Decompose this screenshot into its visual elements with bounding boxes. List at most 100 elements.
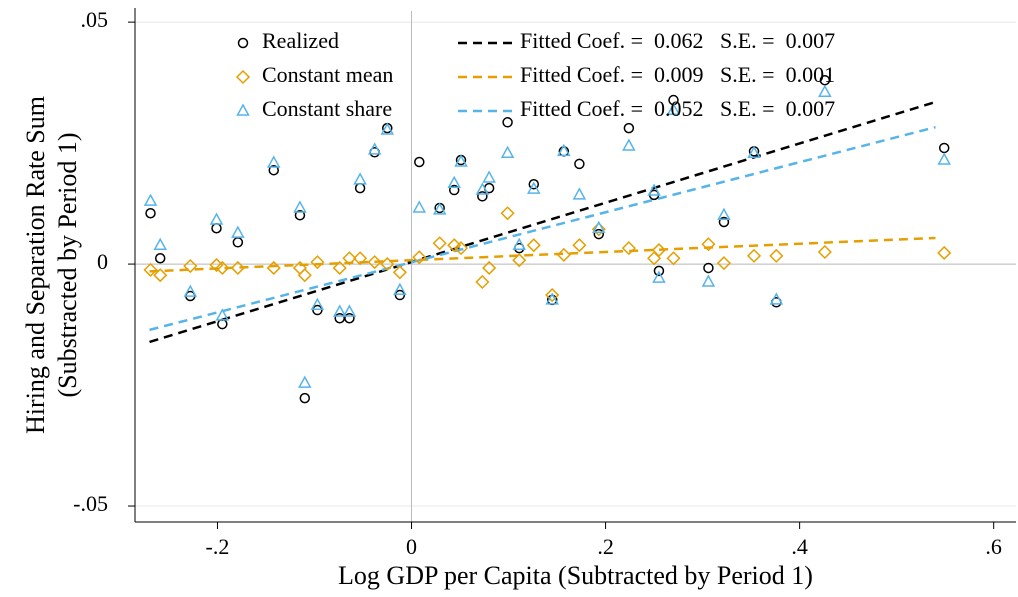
point	[414, 156, 425, 168]
point	[432, 236, 447, 251]
point	[394, 289, 406, 301]
point	[342, 251, 357, 266]
point	[557, 143, 571, 157]
point	[143, 193, 158, 206]
point	[500, 145, 515, 159]
point	[236, 103, 250, 116]
point	[447, 175, 461, 189]
point	[818, 84, 832, 98]
point	[653, 265, 665, 277]
point	[545, 287, 560, 303]
point	[475, 274, 490, 290]
point	[367, 142, 382, 155]
point	[448, 184, 460, 196]
point	[652, 270, 666, 283]
point	[297, 268, 312, 283]
point	[145, 208, 156, 219]
point	[334, 313, 345, 324]
point	[500, 206, 515, 221]
point	[183, 284, 198, 297]
x-tick-label: .2	[597, 534, 614, 559]
point	[211, 223, 222, 234]
point	[367, 255, 382, 270]
point	[153, 268, 168, 283]
point	[591, 222, 606, 237]
point	[447, 238, 462, 253]
point	[183, 258, 198, 274]
point	[353, 251, 368, 266]
legend-label: Fitted Coef. = 0.052 S.E. = 0.007	[520, 96, 835, 121]
point	[747, 145, 761, 159]
point	[354, 182, 366, 194]
point	[621, 241, 636, 256]
y-tick-label: .05	[81, 7, 109, 32]
point	[475, 182, 490, 195]
fit-line	[149, 100, 936, 344]
point	[623, 122, 635, 134]
x-tick-label: 0	[406, 534, 417, 559]
fit-line	[149, 125, 936, 332]
legend-label: Constant share	[262, 96, 392, 121]
point	[937, 152, 951, 165]
point	[666, 251, 681, 266]
point	[817, 244, 832, 260]
point	[332, 260, 347, 276]
point	[651, 242, 667, 258]
x-tick-label: .4	[791, 534, 808, 559]
point	[701, 237, 716, 252]
point	[266, 155, 281, 168]
point	[572, 238, 587, 253]
point	[393, 282, 407, 295]
point	[666, 102, 681, 115]
point	[528, 178, 540, 190]
point	[716, 256, 732, 271]
point	[153, 237, 167, 250]
point	[353, 172, 367, 185]
point	[718, 216, 730, 228]
point	[230, 260, 245, 276]
point	[647, 251, 662, 266]
point	[454, 154, 468, 167]
legend-label: Constant mean	[262, 62, 393, 87]
point	[293, 200, 307, 213]
point	[512, 253, 527, 268]
point	[937, 245, 952, 261]
point	[502, 117, 513, 128]
point	[938, 142, 950, 154]
legend-label: Fitted Coef. = 0.062 S.E. = 0.007	[520, 28, 835, 53]
point	[703, 262, 714, 274]
point	[215, 308, 230, 321]
point	[310, 297, 325, 310]
legend-label: Realized	[262, 28, 339, 53]
point	[701, 274, 716, 287]
point	[593, 228, 605, 240]
point	[344, 313, 355, 324]
fit-line	[149, 236, 936, 273]
point	[769, 248, 784, 263]
point	[380, 122, 395, 135]
point	[717, 207, 731, 220]
point	[526, 238, 541, 253]
point	[482, 170, 496, 183]
point	[647, 183, 661, 196]
point	[746, 248, 762, 263]
point	[215, 260, 230, 276]
point	[592, 220, 606, 234]
point	[527, 181, 541, 194]
point	[143, 262, 158, 277]
point	[231, 225, 245, 238]
point	[332, 304, 347, 317]
point	[266, 260, 281, 276]
y-axis-title: Hiring and Separation Rate Sum	[21, 96, 50, 434]
point	[209, 212, 224, 225]
legend-label: Fitted Coef. = 0.009 S.E. = 0.001	[520, 62, 835, 87]
point	[556, 247, 571, 262]
point	[512, 237, 526, 250]
point	[310, 255, 325, 270]
point	[622, 138, 636, 151]
point	[235, 69, 251, 85]
point	[574, 158, 585, 170]
point	[380, 257, 395, 272]
point	[545, 292, 559, 305]
point	[268, 164, 279, 176]
